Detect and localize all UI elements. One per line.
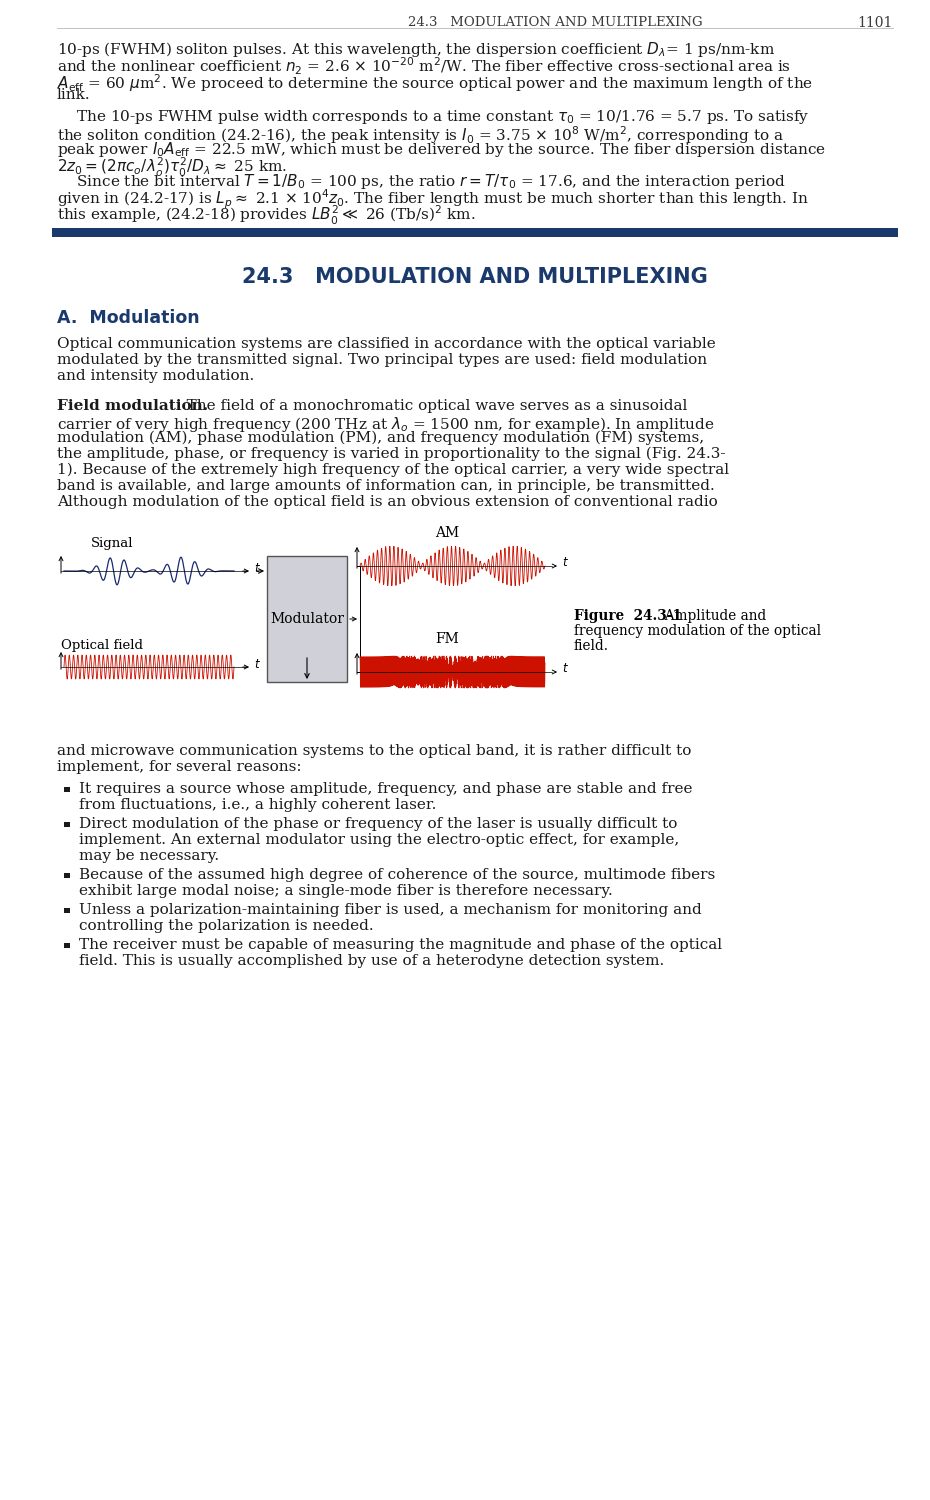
Text: Because of the assumed high degree of coherence of the source, multimode fibers: Because of the assumed high degree of co… bbox=[79, 868, 715, 882]
Text: Since the bit interval $T = 1/B_0$ = 100 ps, the ratio $r = T/\tau_0$ = 17.6, an: Since the bit interval $T = 1/B_0$ = 100… bbox=[57, 172, 786, 190]
Text: band is available, and large amounts of information can, in principle, be transm: band is available, and large amounts of … bbox=[57, 478, 715, 494]
Text: controlling the polarization is needed.: controlling the polarization is needed. bbox=[79, 920, 374, 933]
Text: 1). Because of the extremely high frequency of the optical carrier, a very wide : 1). Because of the extremely high freque… bbox=[57, 464, 729, 477]
Text: $t$: $t$ bbox=[254, 657, 261, 670]
Text: and intensity modulation.: and intensity modulation. bbox=[57, 369, 254, 382]
Text: 24.3   MODULATION AND MULTIPLEXING: 24.3 MODULATION AND MULTIPLEXING bbox=[242, 267, 708, 286]
Text: link.: link. bbox=[57, 88, 90, 102]
Text: the amplitude, phase, or frequency is varied in proportionality to the signal (F: the amplitude, phase, or frequency is va… bbox=[57, 447, 725, 462]
Text: $A_{\rm eff}$ = 60 $\mu$m$^2$. We proceed to determine the source optical power : $A_{\rm eff}$ = 60 $\mu$m$^2$. We procee… bbox=[57, 72, 813, 93]
Text: modulated by the transmitted signal. Two principal types are used: field modulat: modulated by the transmitted signal. Two… bbox=[57, 352, 707, 368]
Text: The field of a monochromatic optical wave serves as a sinusoidal: The field of a monochromatic optical wav… bbox=[172, 399, 687, 412]
Bar bbox=[64, 908, 70, 914]
Text: $t$: $t$ bbox=[562, 556, 569, 570]
Text: AM: AM bbox=[435, 526, 459, 540]
Text: modulation (AM), phase modulation (PM), and frequency modulation (FM) systems,: modulation (AM), phase modulation (PM), … bbox=[57, 430, 704, 445]
Text: exhibit large modal noise; a single-mode fiber is therefore necessary.: exhibit large modal noise; a single-mode… bbox=[79, 884, 613, 898]
Bar bbox=[64, 822, 70, 827]
Text: It requires a source whose amplitude, frequency, and phase are stable and free: It requires a source whose amplitude, fr… bbox=[79, 782, 693, 796]
Text: The receiver must be capable of measuring the magnitude and phase of the optical: The receiver must be capable of measurin… bbox=[79, 938, 722, 952]
Text: Unless a polarization-maintaining fiber is used, a mechanism for monitoring and: Unless a polarization-maintaining fiber … bbox=[79, 903, 702, 916]
Bar bbox=[52, 228, 898, 237]
Text: peak power $I_0 A_{\rm eff}$ = 22.5 mW, which must be delivered by the source. T: peak power $I_0 A_{\rm eff}$ = 22.5 mW, … bbox=[57, 140, 826, 159]
Text: field. This is usually accomplished by use of a heterodyne detection system.: field. This is usually accomplished by u… bbox=[79, 954, 664, 968]
Text: FM: FM bbox=[435, 632, 458, 646]
Text: frequency modulation of the optical: frequency modulation of the optical bbox=[574, 624, 821, 638]
Text: the soliton condition (24.2-16), the peak intensity is $I_0$ = 3.75 $\times$ 10$: the soliton condition (24.2-16), the pea… bbox=[57, 124, 784, 146]
Text: and the nonlinear coefficient $n_2$ = 2.6 $\times$ 10$^{-20}$ m$^2$/W. The fiber: and the nonlinear coefficient $n_2$ = 2.… bbox=[57, 56, 790, 78]
Text: Direct modulation of the phase or frequency of the laser is usually difficult to: Direct modulation of the phase or freque… bbox=[79, 818, 677, 831]
Text: Modulator: Modulator bbox=[270, 612, 344, 626]
Text: Optical communication systems are classified in accordance with the optical vari: Optical communication systems are classi… bbox=[57, 338, 716, 351]
Text: given in (24.2-17) is $L_p \approx$ 2.1 $\times$ 10$^4$$z_0$. The fiber length m: given in (24.2-17) is $L_p \approx$ 2.1 … bbox=[57, 188, 809, 211]
Text: this example, (24.2-18) provides $LB_0^2 \ll$ 26 (Tb/s)$^2$ km.: this example, (24.2-18) provides $LB_0^2… bbox=[57, 204, 475, 226]
FancyBboxPatch shape bbox=[267, 556, 347, 682]
Text: implement. An external modulator using the electro-optic effect, for example,: implement. An external modulator using t… bbox=[79, 833, 679, 848]
Bar bbox=[64, 873, 70, 877]
Text: Optical field: Optical field bbox=[61, 639, 143, 652]
Text: and microwave communication systems to the optical band, it is rather difficult : and microwave communication systems to t… bbox=[57, 744, 691, 758]
Text: may be necessary.: may be necessary. bbox=[79, 849, 219, 862]
Text: Figure  24.3-1: Figure 24.3-1 bbox=[574, 609, 682, 622]
Text: 1101: 1101 bbox=[857, 16, 893, 30]
Text: Field modulation.: Field modulation. bbox=[57, 399, 208, 412]
Text: A.  Modulation: A. Modulation bbox=[57, 309, 200, 327]
Text: field.: field. bbox=[574, 639, 609, 652]
Text: carrier of very high frequency (200 THz at $\lambda_o$ = 1500 nm, for example). : carrier of very high frequency (200 THz … bbox=[57, 416, 714, 434]
Text: from fluctuations, i.e., a highly coherent laser.: from fluctuations, i.e., a highly cohere… bbox=[79, 798, 436, 812]
Text: Signal: Signal bbox=[91, 537, 134, 550]
Bar bbox=[64, 786, 70, 792]
Text: 10-ps (FWHM) soliton pulses. At this wavelength, the dispersion coefficient $D_\: 10-ps (FWHM) soliton pulses. At this wav… bbox=[57, 40, 775, 58]
Bar bbox=[64, 942, 70, 948]
Text: 24.3   MODULATION AND MULTIPLEXING: 24.3 MODULATION AND MULTIPLEXING bbox=[407, 16, 702, 28]
Text: $t$: $t$ bbox=[562, 663, 569, 675]
Text: Amplitude and: Amplitude and bbox=[656, 609, 766, 622]
Text: $t$: $t$ bbox=[254, 561, 261, 574]
Text: Although modulation of the optical field is an obvious extension of conventional: Although modulation of the optical field… bbox=[57, 495, 718, 508]
Text: The 10-ps FWHM pulse width corresponds to a time constant $\tau_0$ = 10/1.76 = 5: The 10-ps FWHM pulse width corresponds t… bbox=[57, 108, 809, 126]
Text: $2z_0 = (2\pi c_o/\lambda_o^2)\tau_0^2/D_\lambda \approx$ 25 km.: $2z_0 = (2\pi c_o/\lambda_o^2)\tau_0^2/D… bbox=[57, 156, 287, 178]
Text: implement, for several reasons:: implement, for several reasons: bbox=[57, 760, 301, 774]
